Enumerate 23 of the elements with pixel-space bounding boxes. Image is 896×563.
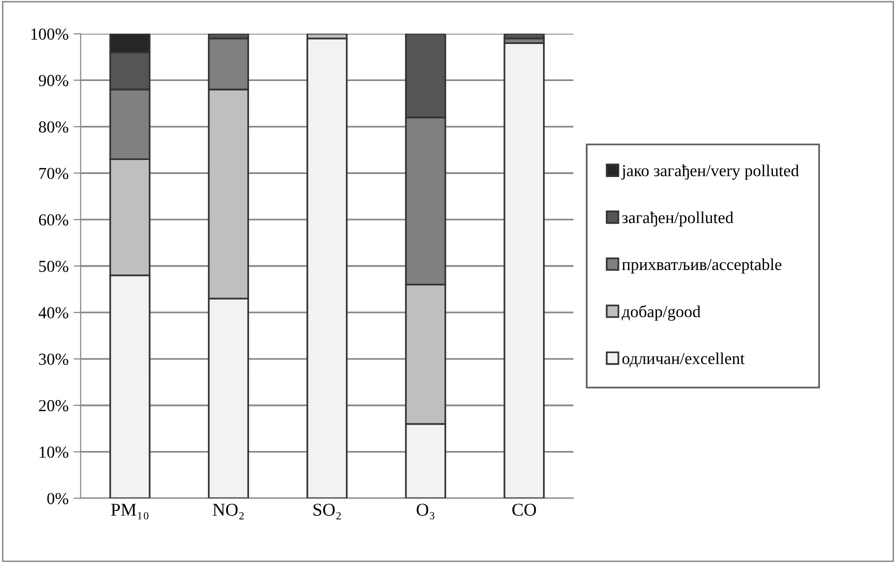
y-tick-label: 10% [40,446,68,458]
y-tick-label: 0% [47,492,68,504]
legend-label: добар/good [622,305,700,321]
x-tick-label: O₃ [416,504,434,520]
x-tick-label: PM₁₀ [111,504,148,520]
y-tick-label: 30% [39,354,68,365]
y-tick-label: 50% [39,260,68,272]
bar [306,38,348,498]
y-tick-label: 20% [39,400,68,412]
bar [504,42,545,498]
y-tick-label: 90% [38,74,68,86]
y-tick-label: 60% [39,214,68,226]
legend-label: загађен/polluted [622,211,734,227]
y-tick-label: 70% [39,168,68,180]
x-tick-label: CO [512,504,536,516]
legend-label: одличан/excellent [622,352,745,368]
y-tick-label: 100% [31,28,68,40]
x-tick-label: SO₂ [314,504,341,520]
y-tick-label: 80% [38,121,68,133]
legend-label: јако загађен/very polluted [621,164,799,180]
y-tick-label: 40% [38,307,68,318]
x-tick-label: NO₂ [212,504,244,520]
legend-label: прихватљив/acceptable [622,258,782,274]
